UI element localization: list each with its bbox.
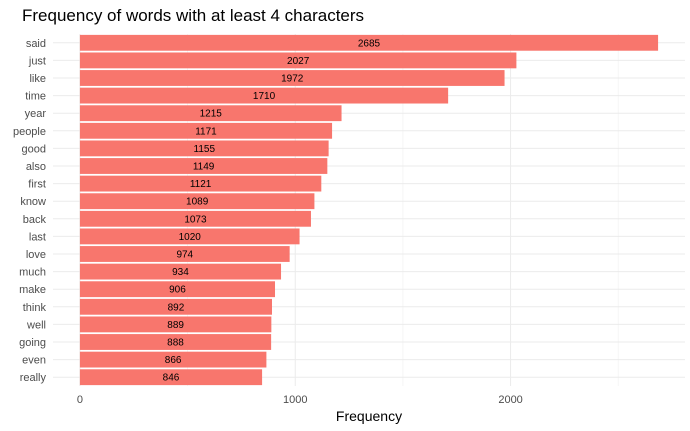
bar-first xyxy=(79,175,322,192)
data-label-make: 906 xyxy=(169,285,186,296)
x-tick-label-0: 0 xyxy=(77,394,83,406)
y-tick-label-time: time xyxy=(25,91,46,103)
y-tick-label-much: much xyxy=(19,267,46,279)
y-tick-label-just: just xyxy=(28,55,46,67)
data-label-like: 1972 xyxy=(281,74,304,85)
data-label-think: 892 xyxy=(168,302,185,313)
bar-love xyxy=(79,246,290,262)
bar-just xyxy=(79,52,517,69)
bar-year xyxy=(79,105,342,122)
data-label-going: 888 xyxy=(167,338,184,349)
data-label-well: 889 xyxy=(167,320,184,331)
x-axis-title: Frequency xyxy=(336,408,402,424)
data-label-really: 846 xyxy=(163,373,180,384)
y-tick-label-think: think xyxy=(23,302,47,314)
y-tick-label-said: said xyxy=(26,38,46,50)
data-label-even: 866 xyxy=(165,355,182,366)
bar-like xyxy=(79,70,505,86)
y-tick-label-know: know xyxy=(20,196,46,208)
bar-time xyxy=(79,87,449,104)
bar-said xyxy=(79,34,659,51)
y-axis-ticks: said just like time year people good also first k… xyxy=(13,38,47,384)
data-label-time: 1710 xyxy=(253,91,276,102)
bar-know xyxy=(79,193,315,210)
y-tick-label-love: love xyxy=(26,249,46,261)
bar-also xyxy=(79,158,328,174)
data-label-said: 2685 xyxy=(358,38,381,49)
data-label-last: 1020 xyxy=(179,232,202,243)
bar-really xyxy=(79,369,263,386)
data-label-much: 934 xyxy=(172,267,189,278)
data-label-also: 1149 xyxy=(193,162,215,173)
y-tick-label-back: back xyxy=(23,214,47,226)
data-label-year: 1215 xyxy=(200,109,223,120)
y-tick-label-people: people xyxy=(13,126,46,138)
bar-people xyxy=(79,122,333,139)
y-tick-label-make: make xyxy=(19,284,46,296)
bar-going xyxy=(79,334,272,350)
y-tick-label-year: year xyxy=(25,108,47,120)
bar-much xyxy=(79,263,282,280)
y-tick-label-also: also xyxy=(26,161,46,173)
bars xyxy=(79,34,659,386)
data-labels: 2685 2027 1972 1710 1215 1171 1155 1149 1121 1089… xyxy=(163,38,381,383)
bar-good xyxy=(79,140,329,157)
x-axis-ticks: 0 1000 2000 xyxy=(77,394,523,406)
data-label-good: 1155 xyxy=(194,144,216,155)
bar-even xyxy=(79,351,267,368)
y-tick-label-even: even xyxy=(22,355,46,367)
bar-last xyxy=(79,228,300,245)
x-tick-label-1000: 1000 xyxy=(283,394,307,406)
bar-make xyxy=(79,281,276,298)
y-tick-label-going: going xyxy=(19,337,46,349)
data-label-know: 1089 xyxy=(186,197,209,208)
y-tick-label-first: first xyxy=(28,179,46,191)
y-tick-label-like: like xyxy=(29,73,46,85)
y-tick-label-last: last xyxy=(29,231,46,243)
data-label-people: 1171 xyxy=(195,126,217,137)
y-tick-label-good: good xyxy=(22,143,46,155)
grid-lines xyxy=(53,34,685,386)
bar-well xyxy=(79,316,272,333)
data-label-first: 1121 xyxy=(190,179,212,190)
y-tick-label-well: well xyxy=(26,319,46,331)
x-tick-label-2000: 2000 xyxy=(498,394,522,406)
y-tick-label-really: really xyxy=(20,372,47,384)
bar-back xyxy=(79,210,311,227)
data-label-love: 974 xyxy=(176,250,193,261)
data-label-just: 2027 xyxy=(287,56,310,67)
data-label-back: 1073 xyxy=(184,214,207,225)
bar-think xyxy=(79,298,272,315)
chart-title: Frequency of words with at least 4 chara… xyxy=(22,6,365,25)
